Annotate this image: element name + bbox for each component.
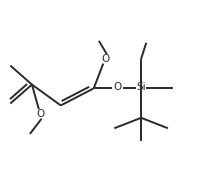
Text: O: O [101, 54, 109, 64]
Text: Si: Si [136, 82, 146, 92]
Text: O: O [36, 109, 44, 119]
Text: O: O [113, 82, 122, 92]
